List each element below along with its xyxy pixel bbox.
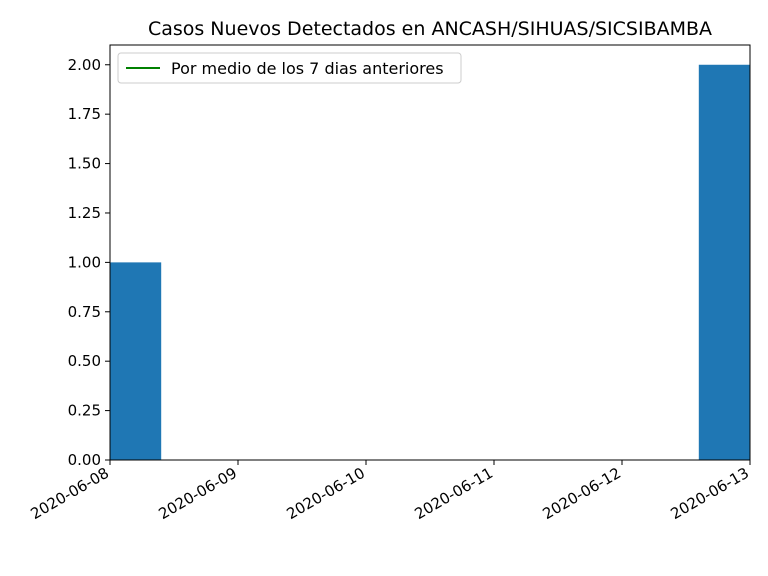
y-tick-label: 1.25 [68,204,101,222]
x-tick-label: 2020-06-12 [539,464,624,523]
y-tick-label: 0.75 [68,303,101,321]
legend-label: Por medio de los 7 dias anteriores [171,59,444,78]
y-tick-label: 2.00 [68,56,101,74]
plot-frame [109,44,751,461]
y-tick-label: 1.00 [68,253,101,271]
bar-2020-06-13 [698,64,750,460]
y-tick-label: 0.00 [68,451,101,469]
legend-box [117,52,462,84]
y-axis: 0.00 0.25 0.50 0.75 1.00 1.25 1.50 1.75 2.00 [68,56,110,469]
legend: Por medio de los 7 dias anteriores [117,52,462,84]
x-tick-label: 2020-06-08 [27,464,112,523]
x-tick-label: 2020-06-11 [411,464,496,523]
x-axis: 2020-06-08 2020-06-09 2020-06-10 2020-06-11… [27,460,752,523]
y-tick-label: 1.50 [68,155,101,173]
x-tick-label: 2020-06-13 [667,464,752,523]
bar-2020-06-08 [110,262,162,460]
y-tick-label: 0.50 [68,352,101,370]
y-tick-label: 1.75 [68,105,101,123]
y-tick-label: 0.25 [68,402,101,420]
bars-group [110,64,750,460]
chart-title: Casos Nuevos Detectados en ANCASH/SIHUAS… [148,18,712,40]
x-tick-label: 2020-06-09 [155,464,240,523]
x-tick-label: 2020-06-10 [283,464,368,523]
